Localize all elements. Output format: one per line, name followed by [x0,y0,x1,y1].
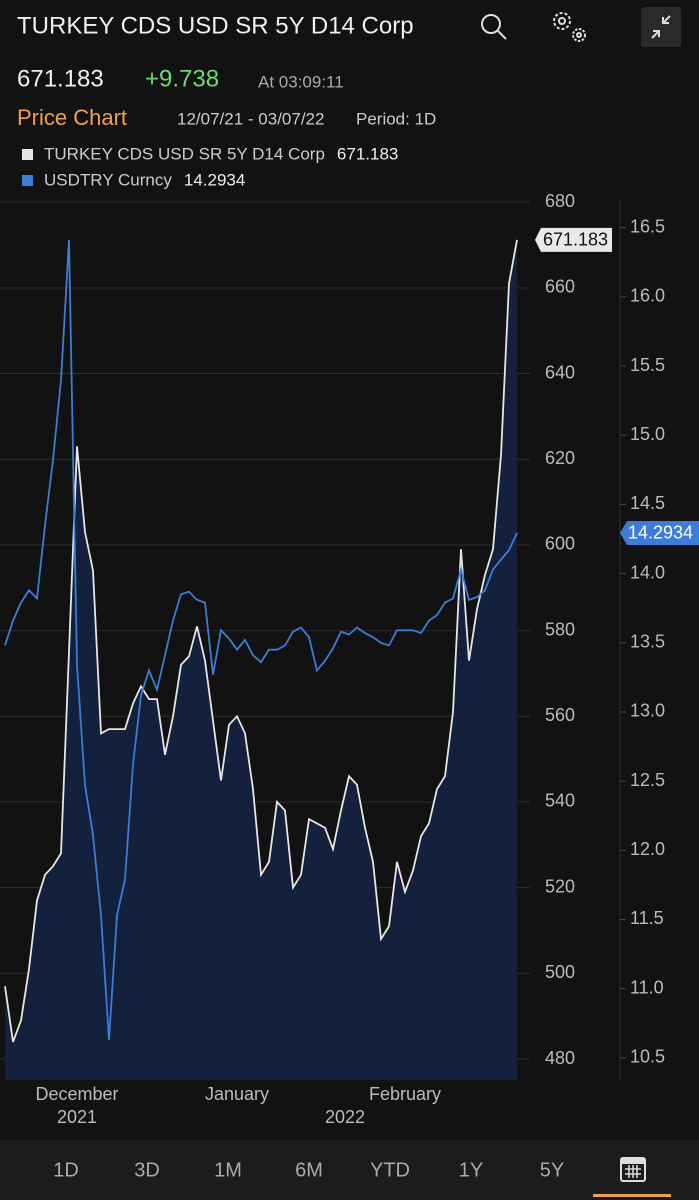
legend-swatch [22,149,33,160]
y-tick-label: 640 [545,362,575,382]
y-tick-label: 620 [545,448,575,468]
last-value-tag [620,520,699,545]
y2-tick-label: 13.0 [630,701,665,721]
settings-icon[interactable] [553,12,586,42]
y2-tick-label: 11.0 [630,977,664,997]
legend-swatch [22,175,33,186]
legend-value: 14.2934 [184,170,245,189]
y-tick-label: 580 [545,619,575,639]
last-value-tag [535,227,612,252]
legend-name: USDTRY Curncy [44,170,172,189]
range-tab[interactable]: YTD [370,1159,410,1181]
y2-tick-label: 12.5 [630,770,665,790]
range-tab[interactable]: 1M [214,1159,242,1181]
y2-tick-label: 14.5 [630,493,665,513]
x-tick-label: February [369,1084,441,1104]
series-line [4,240,518,1040]
legend-value: 671.183 [337,144,398,163]
range-tab[interactable]: 5Y [540,1159,564,1181]
y2-tick-label: 11.5 [630,908,664,928]
update-time: At 03:09:11 [258,72,344,91]
y-tick-label: 480 [545,1048,575,1068]
last-price: 671.183 [17,65,104,92]
y2-tick-label: 15.5 [630,355,665,375]
range-tab[interactable]: 6M [295,1159,323,1181]
price-change: +9.738 [145,65,219,92]
x-tick-label: January [205,1084,269,1104]
series-line [4,239,518,1043]
period[interactable]: Period: 1D [356,109,436,128]
y-tick-label: 660 [545,277,575,297]
x-year-label: 2022 [325,1107,365,1127]
range-tab[interactable]: 1D [53,1159,79,1181]
range-tab[interactable]: 1Y [459,1159,483,1181]
y-tick-label: 520 [545,876,575,896]
legend-name: TURKEY CDS USD SR 5Y D14 Corp [44,144,325,163]
y-tick-label: 600 [545,534,575,554]
y2-tick-label: 16.5 [630,216,665,236]
chart-label: Price Chart [17,105,127,130]
y2-tick-label: 10.5 [630,1047,665,1067]
series-area [5,239,517,1080]
security-title: TURKEY CDS USD SR 5Y D14 Corp [17,12,414,39]
last-value-label: 14.2934 [628,523,693,543]
collapse-icon[interactable] [641,7,681,47]
y2-tick-label: 13.5 [630,632,665,652]
y2-tick-label: 14.0 [630,562,665,582]
y-tick-label: 500 [545,962,575,982]
x-year-label: 2021 [57,1107,97,1127]
date-range[interactable]: 12/07/21 - 03/07/22 [177,109,324,128]
search-icon[interactable] [481,14,507,40]
y-tick-label: 560 [545,705,575,725]
chart: 480 500 520 540 560 580 600 620 640 660 680 10.5 11.… [0,191,699,1127]
range-tab[interactable]: 3D [134,1159,160,1181]
y2-tick-label: 12.0 [630,839,665,859]
x-tick-label: December [35,1084,118,1104]
y2-tick-label: 16.0 [630,286,665,306]
y-tick-label: 540 [545,791,575,811]
calendar-icon[interactable] [593,1157,671,1197]
last-value-label: 671.183 [543,230,608,250]
y2-tick-label: 15.0 [630,424,665,444]
y-tick-label: 680 [545,191,575,211]
tab-bar [0,1140,699,1200]
